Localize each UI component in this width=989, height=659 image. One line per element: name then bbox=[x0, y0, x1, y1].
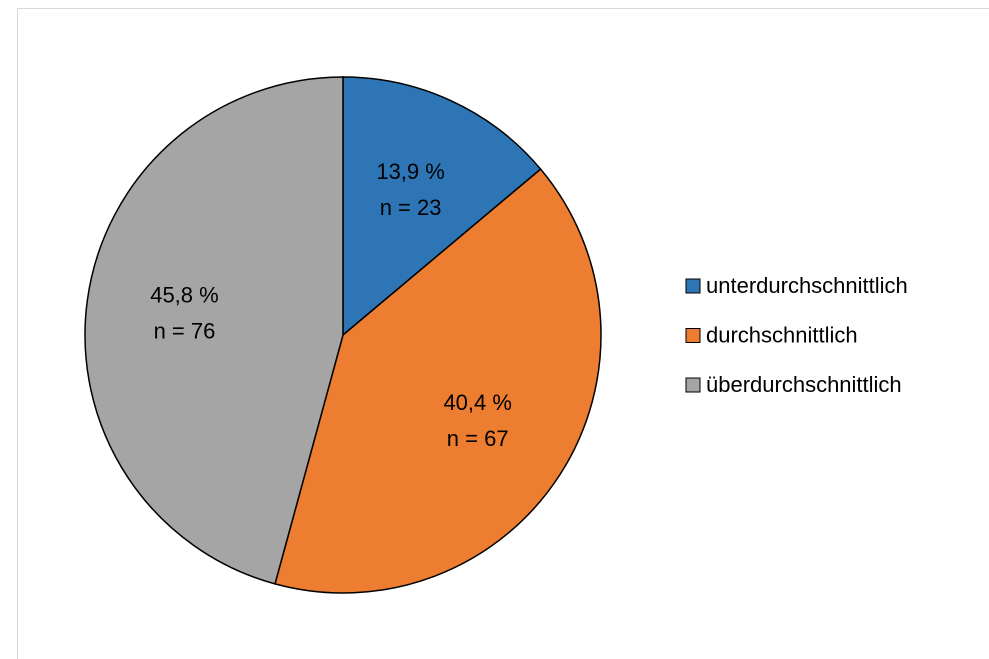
data-label: 45,8 % bbox=[150, 283, 219, 308]
legend-label: durchschnittlich bbox=[706, 322, 858, 347]
legend-swatch bbox=[685, 278, 701, 294]
count-label: n = 76 bbox=[154, 319, 216, 344]
legend-label: unterdurchschnittlich bbox=[706, 273, 908, 298]
count-label: n = 23 bbox=[380, 195, 442, 220]
legend-label: überdurchschnittlich bbox=[706, 372, 902, 397]
data-label: 40,4 % bbox=[443, 390, 512, 415]
data-label: 13,9 % bbox=[376, 159, 445, 184]
pie-slice bbox=[84, 76, 344, 585]
legend-swatch bbox=[685, 377, 701, 393]
count-label: n = 67 bbox=[447, 426, 509, 451]
pie-slice bbox=[342, 76, 542, 337]
pie-slice bbox=[274, 168, 602, 594]
legend-swatch bbox=[685, 328, 701, 343]
